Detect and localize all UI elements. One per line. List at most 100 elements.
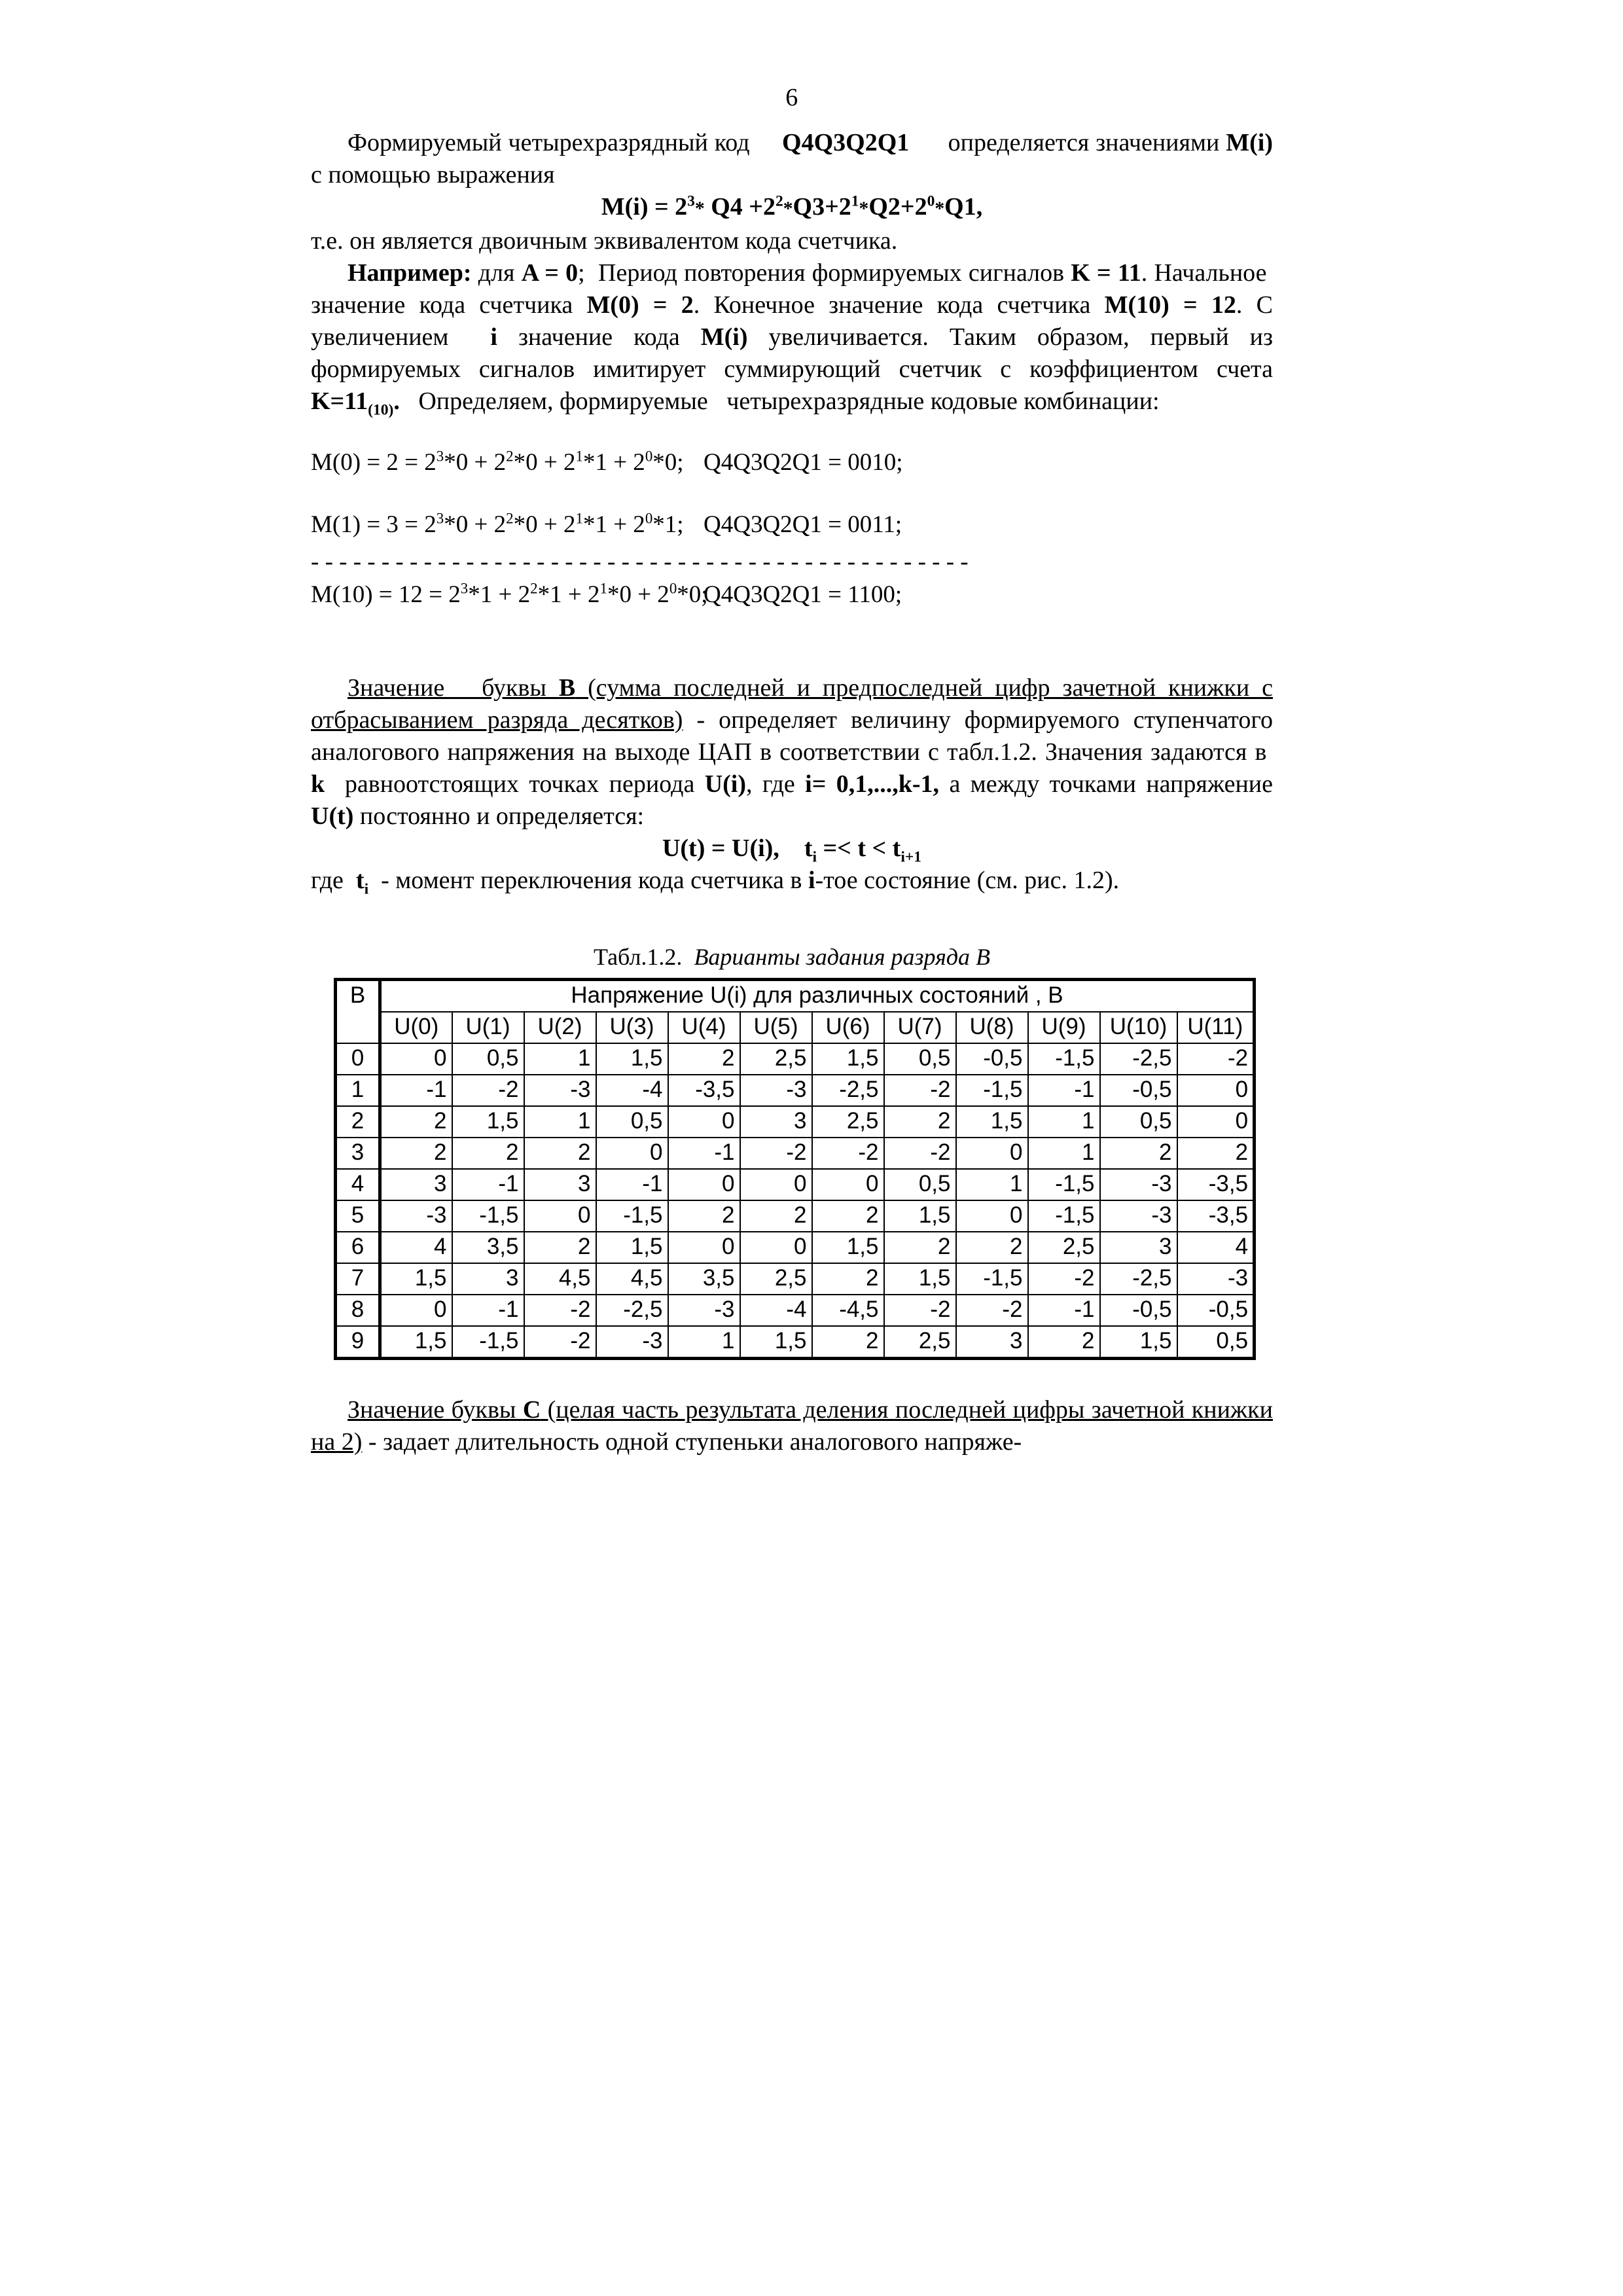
table-cell: 1: [523, 1043, 597, 1075]
formula-ut: U(t) = U(i), ti =< t < ti+1: [662, 834, 922, 866]
table-cell: 1,5: [1099, 1325, 1178, 1360]
table-row-label-b: 7: [334, 1263, 382, 1295]
table-cell: -1,5: [955, 1263, 1029, 1295]
table-cell: 0: [667, 1168, 741, 1201]
table-cell: 2: [667, 1043, 741, 1075]
table-cell: -2: [523, 1325, 597, 1360]
table-caption-prefix: Табл.1.2.: [593, 944, 683, 970]
table-column-header-u5: U(5): [739, 1011, 813, 1044]
table-column-header-u8: U(8): [955, 1011, 1029, 1044]
table-cell: 2: [451, 1137, 525, 1170]
table-cell: 1,5: [955, 1105, 1029, 1138]
spacer-before-table: [311, 897, 1273, 942]
table-cell: 0: [955, 1200, 1029, 1232]
table-cell: -4: [739, 1294, 813, 1327]
table-cell: 1,5: [811, 1231, 885, 1264]
table-cell: 3,5: [667, 1263, 741, 1295]
table-header-row-columns: U(0) U(1) U(2) U(3) U(4) U(5) U(6) U(7) U(8) U(9)…: [336, 1011, 1257, 1044]
equation-row-0: M(0) = 2 = 23*0 + 22*0 + 21*1 + 20*0; Q4…: [311, 446, 1273, 478]
table-cell: -2: [883, 1137, 957, 1170]
table-row: 5 -3 -1,5 0 -1,5 2 2 2 1,5 0 -1,5 -3 -3,5: [334, 1200, 1257, 1232]
table-cell: -0,5: [955, 1043, 1029, 1075]
table-cell: 1: [667, 1325, 741, 1360]
table-cell: -4: [595, 1074, 669, 1107]
paragraph-example: Например: для A = 0; Период повторения ф…: [311, 259, 1273, 419]
table-cell: 0: [1176, 1074, 1257, 1107]
table-cell: -1: [595, 1168, 669, 1201]
table-cell: 2,5: [739, 1043, 813, 1075]
table-cell: -2,5: [1099, 1043, 1178, 1075]
table-row-label-b: 6: [334, 1231, 382, 1264]
table-cell: 2: [739, 1200, 813, 1232]
table-cell: 3: [955, 1325, 1029, 1360]
table-cell: 3: [379, 1168, 453, 1201]
table-row: 3 2 2 2 0 -1 -2 -2 -2 0 1 2 2: [334, 1137, 1257, 1170]
table-cell: 2,5: [811, 1105, 885, 1138]
table-caption-title: Варианты задания разряда B: [694, 944, 991, 970]
equation-left-0: M(0) = 2 = 23*0 + 22*0 + 21*1 + 20*0;: [311, 448, 684, 476]
table-cell: -0,5: [1099, 1074, 1178, 1107]
table-column-header-u3: U(3): [595, 1011, 669, 1044]
table-cell: 1: [1027, 1105, 1101, 1138]
table-cell: -2: [523, 1294, 597, 1327]
table-row: 6 4 3,5 2 1,5 0 0 1,5 2 2 2,5 3 4: [334, 1231, 1257, 1264]
table-cell: 0,5: [883, 1168, 957, 1201]
table-cell: 3: [523, 1168, 597, 1201]
table-cell: -3,5: [667, 1074, 741, 1107]
table-cell: 2: [523, 1137, 597, 1170]
table-span-header: Напряжение U(i) для различных состояний …: [379, 978, 1257, 1013]
table-cell: -3: [739, 1074, 813, 1107]
table-cell: -2,5: [811, 1074, 885, 1107]
table-wrapper: B Напряжение U(i) для различных состояний…: [334, 978, 1257, 1360]
table-row: 8 0 -1 -2 -2,5 -3 -4 -4,5 -2 -2 -1 -0,5 -0,5: [334, 1294, 1257, 1327]
table-cell: 1,5: [811, 1043, 885, 1075]
table-cell: -1,5: [595, 1200, 669, 1232]
table-header-row-top: B Напряжение U(i) для различных состояний…: [334, 978, 1257, 1044]
table-cell: -3: [667, 1294, 741, 1327]
example-label: Например:: [348, 259, 472, 287]
table-cell: -3: [523, 1074, 597, 1107]
table-cell: -2,5: [595, 1294, 669, 1327]
equation-right-0: Q4Q3Q2Q1 = 0010;: [704, 449, 903, 476]
table-cell: -0,5: [1176, 1294, 1257, 1327]
table-cell: 1,5: [379, 1325, 453, 1360]
spacer: [311, 641, 1273, 672]
table-cell: 0: [379, 1294, 453, 1327]
table-cell: 2: [955, 1231, 1029, 1264]
table-cell: -2: [739, 1137, 813, 1170]
table-row: 4 3 -1 3 -1 0 0 0 0,5 1 -1,5 -3 -3,5: [334, 1168, 1257, 1201]
table-cell: 1,5: [595, 1231, 669, 1264]
table-cell: 2: [811, 1325, 885, 1360]
table-cell: 4: [1176, 1231, 1257, 1264]
table-cell: 2: [1099, 1137, 1178, 1170]
table-row: 0 0 0,5 1 1,5 2 2,5 1,5 0,5 -0,5 -1,5 -2,5 -2: [334, 1043, 1257, 1075]
table-column-header-u1: U(1): [451, 1011, 525, 1044]
table-row-label-b: 4: [334, 1168, 382, 1201]
table-cell: 4,5: [595, 1263, 669, 1295]
table-cell: 0: [595, 1137, 669, 1170]
table-column-header-u0: U(0): [379, 1011, 453, 1044]
table-column-header-u7: U(7): [883, 1011, 957, 1044]
table-cell: -2: [955, 1294, 1029, 1327]
table-cell: 0,5: [595, 1105, 669, 1138]
table-cell: 0: [667, 1105, 741, 1138]
table-cell: 0: [739, 1231, 813, 1264]
table-column-header-u2: U(2): [523, 1011, 597, 1044]
table-row: 1 -1 -2 -3 -4 -3,5 -3 -2,5 -2 -1,5 -1 -0,5 0: [334, 1074, 1257, 1107]
intro-text-d: с помощью выражения: [311, 161, 555, 188]
table-cell: -2: [451, 1074, 525, 1107]
table-cell: 1,5: [379, 1263, 453, 1295]
table-row-label-b: 9: [334, 1325, 382, 1360]
table-cell: -3: [595, 1325, 669, 1360]
table-cell: 0,5: [1099, 1105, 1178, 1138]
table-cell: -3,5: [1176, 1168, 1257, 1201]
table-row-label-b: 2: [334, 1105, 382, 1138]
table-cell: 0: [379, 1043, 453, 1075]
paragraph-ti-definition: где ti - момент переключения кода счетчи…: [311, 867, 1120, 898]
table-cell: 0,5: [451, 1043, 525, 1075]
table-cell: -0,5: [1099, 1294, 1178, 1327]
table-cell: 4,5: [523, 1263, 597, 1295]
table-cell: -3: [1099, 1168, 1178, 1201]
table-cell: 2: [379, 1137, 453, 1170]
table-cell: 1,5: [595, 1043, 669, 1075]
